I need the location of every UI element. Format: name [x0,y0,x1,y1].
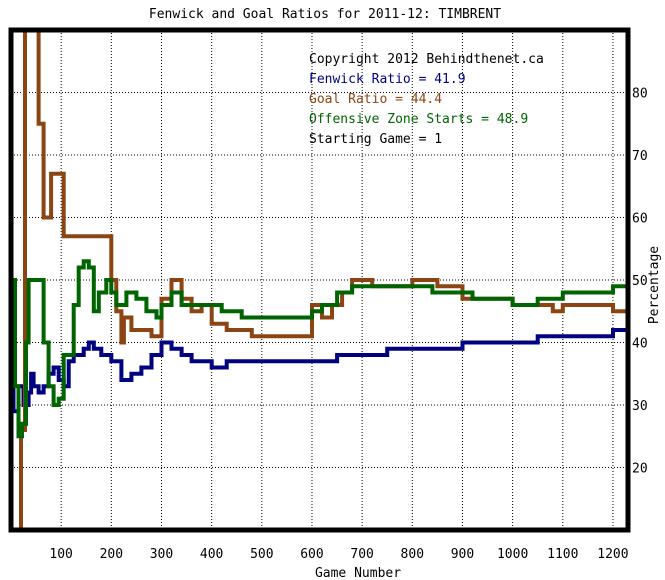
legend-entry: Fenwick Ratio = 41.9 [309,72,466,87]
legend-entry: Starting Game = 1 [309,132,442,147]
legend-entry: Copyright 2012 Behindthenet.ca [309,52,544,67]
y-tick-label: 50 [632,274,648,289]
series-line-1 [19,28,630,530]
x-tick-label: 1200 [597,547,628,562]
x-tick-labels: 100 200 300 400 500 600 700 800 900 1000 1100 1200 [49,547,628,562]
x-tick-label: 900 [451,547,474,562]
series-line-2 [11,259,630,439]
y-tick-label: 30 [632,399,648,414]
x-tick-label: 400 [200,547,223,562]
x-tick-label: 300 [150,547,173,562]
x-tick-label: 600 [300,547,323,562]
x-tick-label: 800 [401,547,424,562]
legend-entry: Goal Ratio = 44.4 [309,92,442,107]
x-axis-label: Game Number [315,566,401,580]
x-tick-label: 1000 [497,547,528,562]
y-tick-label: 80 [632,87,648,102]
y-tick-label: 60 [632,212,648,227]
legend-entry: Offensive Zone Starts = 48.9 [309,112,528,127]
x-tick-label: 700 [350,547,373,562]
x-tick-label: 100 [49,547,72,562]
x-tick-label: 200 [100,547,123,562]
y-tick-label: 40 [632,337,648,352]
series-layer [11,28,630,530]
x-tick-label: 500 [250,547,273,562]
legend: Copyright 2012 Behindthenet.ca Fenwick Ra… [309,52,544,147]
series-line-0 [11,278,630,414]
y-tick-label: 70 [632,149,648,164]
x-tick-label: 1100 [547,547,578,562]
chart-title: Fenwick and Goal Ratios for 2011-12: TIM… [149,7,501,22]
y-axis-label: Percentage [647,246,662,324]
y-tick-labels: 20 30 40 50 60 70 80 [632,87,648,477]
plot-frame [8,27,631,533]
y-tick-label: 20 [632,462,648,477]
